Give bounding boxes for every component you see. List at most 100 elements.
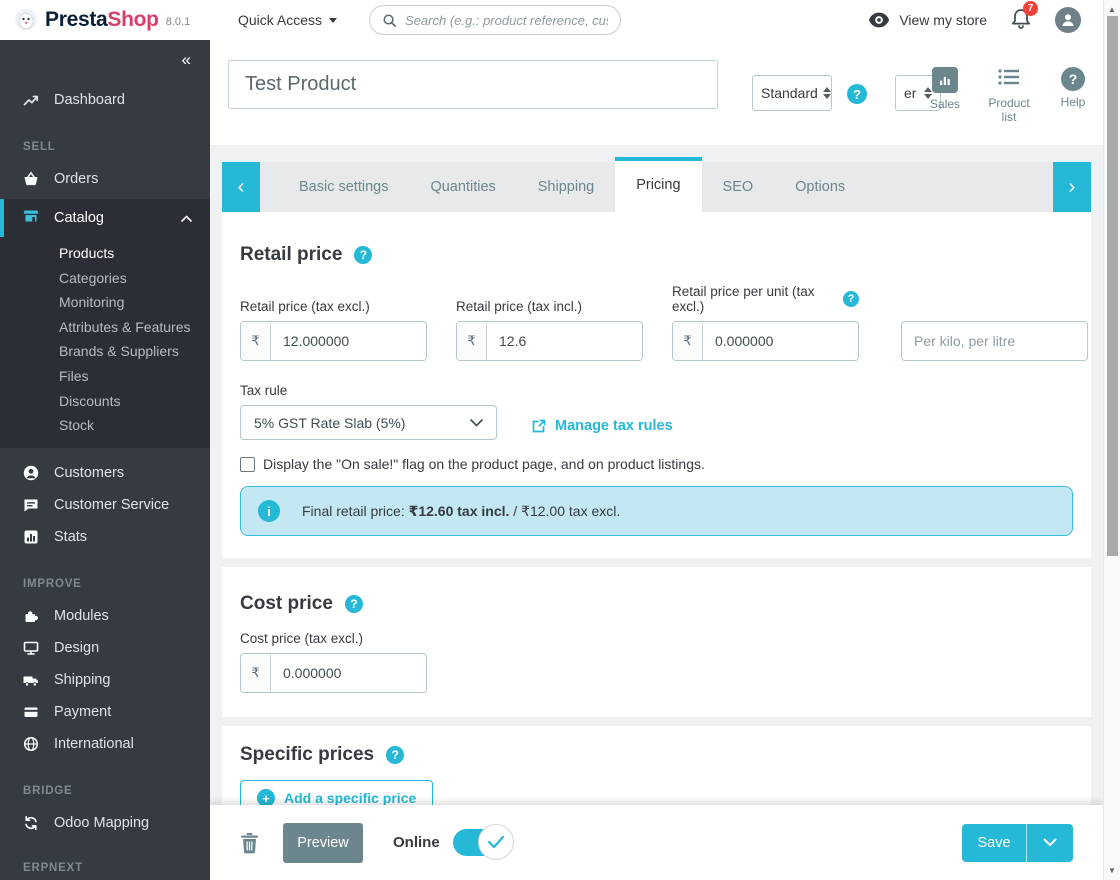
currency-prefix: ₹ [673, 322, 703, 360]
online-label: Online [393, 834, 440, 851]
check-icon [487, 835, 504, 849]
specific-prices-heading: Specific prices ? [240, 726, 1073, 766]
sidebar-item-odoo-mapping[interactable]: Odoo Mapping [0, 807, 210, 839]
retail-price-per-unit-input[interactable] [703, 322, 858, 360]
on-sale-checkbox-label: Display the "On sale!" flag on the produ… [263, 456, 705, 472]
on-sale-checkbox[interactable] [240, 456, 255, 472]
sidebar-item-files[interactable]: Files [59, 367, 89, 384]
retail-price-help-icon[interactable]: ? [354, 246, 373, 264]
retail-price-tax-incl-input[interactable] [487, 322, 642, 360]
save-options-button[interactable] [1026, 823, 1073, 862]
view-my-store-link[interactable]: View my store [868, 12, 987, 28]
sidebar-item-catalog[interactable]: Catalog [0, 199, 210, 237]
product-list-button[interactable]: Product list [981, 67, 1037, 125]
retail-price-tax-excl-input[interactable] [271, 322, 426, 360]
sidebar-item-products[interactable]: Products [59, 245, 115, 261]
product-name-input[interactable] [228, 60, 718, 109]
search-input[interactable] [405, 12, 609, 28]
tab-options[interactable]: Options [795, 179, 846, 195]
final-price-alert: i Final retail price: ₹12.60 tax incl. /… [240, 486, 1073, 536]
tax-rule-select[interactable]: 5% GST Rate Slab (5%) [240, 405, 497, 440]
sidebar-section-erpnext: ERPNEXT [23, 862, 83, 874]
select-arrows-icon [822, 87, 831, 99]
account-menu-button[interactable] [1055, 7, 1081, 33]
cost-price-heading: Cost price ? [240, 567, 1073, 615]
specific-prices-help-icon[interactable]: ? [386, 746, 405, 764]
retail-price-tax-excl-field: Retail price (tax excl.) ₹ [240, 299, 427, 361]
sidebar-item-discounts[interactable]: Discounts [59, 392, 121, 409]
delete-product-button[interactable] [240, 832, 259, 854]
currency-prefix: ₹ [457, 322, 487, 360]
monitor-icon [23, 640, 39, 656]
select-arrows-icon [924, 87, 932, 99]
search-icon [383, 13, 396, 27]
global-search[interactable] [369, 5, 622, 35]
sidebar-collapse-button[interactable]: « [181, 50, 191, 69]
per-unit-help-icon[interactable]: ? [843, 291, 859, 307]
tabs-scroll-right-button[interactable]: › [1053, 162, 1091, 212]
scroll-up-arrow[interactable]: ▲ [1108, 5, 1116, 14]
list-icon [997, 67, 1021, 92]
product-action-bar: Preview Online Save [210, 805, 1103, 880]
tab-basic-settings[interactable]: Basic settings [299, 179, 389, 195]
unit-field [901, 321, 1088, 361]
catalog-menu-group: Catalog Products Categories Monitoring A… [0, 199, 210, 448]
product-type-select[interactable]: Standard [752, 75, 832, 111]
tab-seo[interactable]: SEO [722, 179, 754, 195]
sidebar-item-international[interactable]: International [0, 728, 210, 760]
retail-price-heading: Retail price ? [240, 212, 1073, 266]
sidebar-section-improve: IMPROVE [23, 577, 82, 590]
globe-icon [23, 736, 39, 752]
currency-prefix: ₹ [241, 322, 271, 360]
prestashop-logo[interactable]: PrestaShop 8.0.1 [0, 8, 210, 32]
cost-price-help-icon[interactable]: ? [344, 595, 363, 613]
sidebar-item-orders[interactable]: Orders [0, 163, 210, 195]
sidebar-item-brands-suppliers[interactable]: Brands & Suppliers [59, 343, 179, 360]
sidebar-item-attributes-features[interactable]: Attributes & Features [59, 318, 191, 335]
unit-input[interactable] [901, 321, 1088, 361]
retail-price-tax-incl-field: Retail price (tax incl.) ₹ [456, 299, 643, 361]
field-label: Retail price (tax excl.) [240, 299, 370, 314]
product-type-help-icon[interactable]: ? [847, 84, 867, 104]
save-button[interactable]: Save [962, 823, 1026, 862]
tab-quantities[interactable]: Quantities [430, 179, 496, 195]
scroll-down-arrow[interactable]: ▼ [1108, 866, 1116, 875]
sidebar-item-modules[interactable]: Modules [0, 600, 210, 632]
sidebar-item-customer-service[interactable]: Customer Service [0, 489, 210, 521]
tabs-scroll-left-button[interactable]: ‹ [222, 162, 260, 212]
sidebar-item-monitoring[interactable]: Monitoring [59, 294, 125, 311]
puzzle-icon [23, 608, 39, 624]
info-icon: i [258, 500, 280, 522]
sidebar-item-customers[interactable]: Customers [0, 457, 210, 489]
user-icon [1062, 14, 1074, 26]
help-button[interactable]: ? Help [1053, 67, 1093, 109]
online-toggle[interactable] [452, 824, 514, 860]
tab-shipping[interactable]: Shipping [537, 179, 595, 195]
truck-icon [23, 672, 39, 688]
sidebar-item-stock[interactable]: Stock [59, 417, 95, 434]
sidebar-item-design[interactable]: Design [0, 632, 210, 664]
quick-access-dropdown[interactable]: Quick Access [238, 12, 338, 28]
sidebar-item-categories[interactable]: Categories [59, 269, 127, 286]
chat-icon [23, 497, 39, 513]
bar-chart-icon [23, 529, 39, 545]
sidebar-item-payment[interactable]: Payment [0, 696, 210, 728]
cost-price-input[interactable] [271, 654, 426, 692]
section-divider [222, 717, 1091, 726]
sales-button[interactable]: Sales [925, 67, 965, 111]
shopping-basket-icon [23, 171, 39, 187]
manage-tax-rules-link[interactable]: Manage tax rules [531, 418, 673, 434]
sidebar-item-stats[interactable]: Stats [0, 521, 210, 553]
chevron-up-icon [181, 210, 192, 226]
preview-button[interactable]: Preview [283, 822, 363, 863]
tab-pricing[interactable]: Pricing [615, 157, 702, 212]
scrollbar-thumb[interactable] [1107, 16, 1118, 556]
sidebar-item-shipping[interactable]: Shipping [0, 664, 210, 696]
field-label: Retail price per unit (tax excl.) ? [672, 284, 859, 314]
toggle-knob [477, 824, 514, 860]
sidebar-item-dashboard[interactable]: Dashboard [0, 84, 210, 116]
retail-price-per-unit-field: Retail price per unit (tax excl.) ? ₹ [672, 284, 859, 361]
pricing-panel: Retail price ? Retail price (tax excl.) … [222, 212, 1091, 852]
page-scrollbar[interactable]: ▲ ▼ [1103, 0, 1120, 880]
notifications-button[interactable]: 7 [1011, 0, 1038, 34]
